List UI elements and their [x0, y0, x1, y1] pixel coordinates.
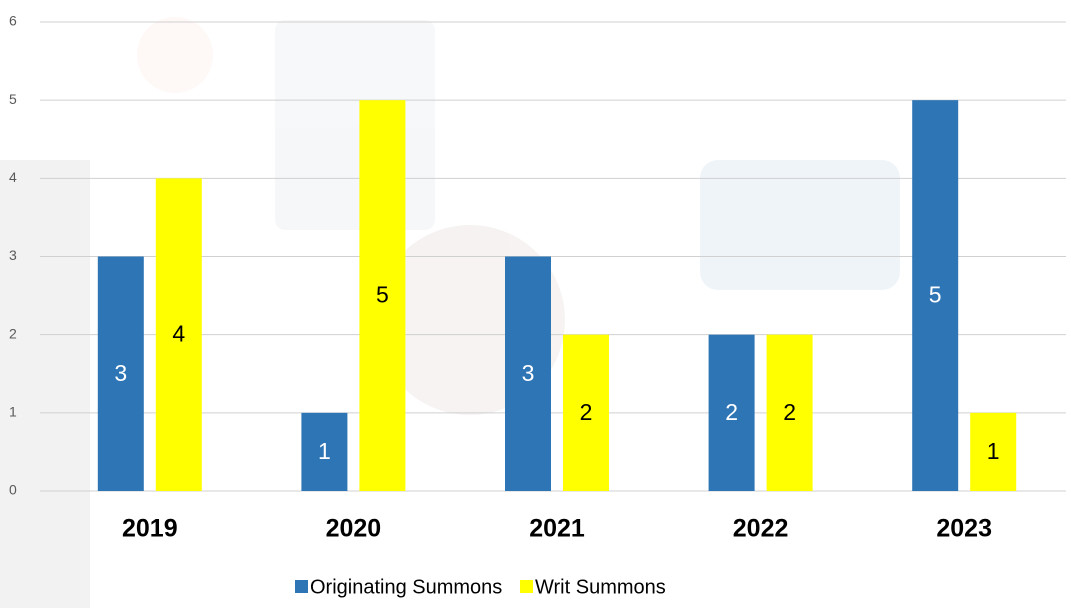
data-label: 2: [580, 399, 593, 425]
legend-label: Writ Summons: [535, 576, 666, 598]
x-tick-label: 2020: [326, 515, 382, 543]
y-tick-label: 0: [9, 482, 17, 498]
page: 0 1 2 3 4 5 6 2019 3 4 2020 1 5 2021 3 2 2022 2 2 2023 5 1 Ori…: [0, 0, 1071, 608]
data-label: 1: [318, 438, 331, 464]
x-tick-label: 2023: [936, 515, 992, 543]
data-label: 3: [522, 360, 535, 386]
data-label: 3: [114, 360, 127, 386]
y-tick-label: 6: [9, 13, 17, 29]
legend-label: Originating Summons: [310, 576, 502, 598]
x-tick-label: 2021: [529, 515, 585, 543]
y-tick-label: 5: [9, 91, 17, 107]
legend-swatch: [295, 580, 308, 593]
x-tick-label: 2022: [733, 515, 789, 543]
legend-swatch: [520, 580, 533, 593]
chart: 0 1 2 3 4 5 6 2019 3 4 2020 1 5 2021 3 2 2022 2 2 2023 5 1 Ori…: [0, 0, 1071, 608]
data-label: 1: [987, 438, 1000, 464]
x-tick-label: 2019: [122, 515, 178, 543]
data-label: 2: [783, 399, 796, 425]
data-label: 2: [725, 399, 738, 425]
y-tick-label: 4: [9, 169, 17, 185]
data-label: 5: [376, 282, 389, 308]
data-label: 5: [929, 282, 942, 308]
y-tick-label: 1: [9, 404, 17, 420]
data-label: 4: [172, 321, 185, 347]
y-tick-label: 2: [9, 325, 17, 341]
y-tick-label: 3: [9, 247, 17, 263]
